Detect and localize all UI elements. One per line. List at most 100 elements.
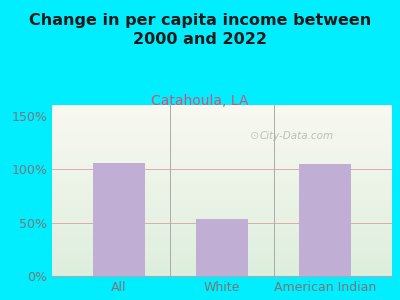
Bar xyxy=(52,107,392,108)
Bar xyxy=(52,188,392,189)
Bar xyxy=(52,131,392,132)
Bar xyxy=(52,154,392,155)
Bar xyxy=(52,153,392,154)
Bar xyxy=(52,124,392,125)
Bar xyxy=(52,185,392,186)
Bar xyxy=(52,220,392,221)
Bar xyxy=(52,167,392,168)
Bar xyxy=(52,274,392,275)
Bar xyxy=(52,226,392,227)
Text: Change in per capita income between
2000 and 2022: Change in per capita income between 2000… xyxy=(29,14,371,47)
Bar xyxy=(52,170,392,171)
Bar xyxy=(52,192,392,193)
Bar xyxy=(52,248,392,249)
Bar xyxy=(52,168,392,169)
Bar xyxy=(52,156,392,158)
Bar xyxy=(52,144,392,145)
Bar xyxy=(52,127,392,128)
Bar xyxy=(52,234,392,235)
Bar xyxy=(52,173,392,175)
Bar xyxy=(52,275,392,276)
Bar xyxy=(52,229,392,230)
Bar xyxy=(52,152,392,153)
Bar xyxy=(52,134,392,135)
Bar xyxy=(52,209,392,210)
Bar xyxy=(52,246,392,247)
Bar xyxy=(52,122,392,123)
Bar xyxy=(52,212,392,213)
Bar xyxy=(52,137,392,138)
Bar xyxy=(52,233,392,234)
Bar xyxy=(52,147,392,148)
Bar xyxy=(52,269,392,270)
Bar xyxy=(52,106,392,107)
Bar xyxy=(52,213,392,214)
Bar xyxy=(52,256,392,258)
Bar xyxy=(52,160,392,161)
Bar xyxy=(52,184,392,185)
Bar xyxy=(52,214,392,216)
Bar xyxy=(52,224,392,225)
Bar xyxy=(52,149,392,151)
Bar xyxy=(52,121,392,122)
Bar xyxy=(52,162,392,163)
Bar xyxy=(299,164,351,276)
Bar xyxy=(52,227,392,228)
Bar xyxy=(52,259,392,260)
Bar xyxy=(52,155,392,156)
Bar xyxy=(52,218,392,219)
Bar xyxy=(52,228,392,229)
Bar xyxy=(52,251,392,252)
Bar xyxy=(52,235,392,236)
Bar xyxy=(52,145,392,146)
Bar xyxy=(52,254,392,256)
Bar xyxy=(52,232,392,233)
Bar xyxy=(52,176,392,177)
Bar xyxy=(52,132,392,134)
Bar xyxy=(52,179,392,180)
Bar xyxy=(52,180,392,181)
Bar xyxy=(52,241,392,242)
Bar xyxy=(52,262,392,263)
Bar xyxy=(52,265,392,266)
Bar xyxy=(52,266,392,267)
Bar xyxy=(52,260,392,261)
Bar xyxy=(52,205,392,206)
Bar xyxy=(52,221,392,222)
Bar xyxy=(52,129,392,130)
Bar xyxy=(52,136,392,137)
Bar xyxy=(52,199,392,200)
Bar xyxy=(52,186,392,187)
Bar xyxy=(52,204,392,205)
Bar xyxy=(52,113,392,114)
Bar xyxy=(52,273,392,274)
Bar xyxy=(52,171,392,172)
Bar xyxy=(52,194,392,195)
Bar xyxy=(52,253,392,254)
Bar xyxy=(52,270,392,272)
Bar xyxy=(52,196,392,197)
Bar xyxy=(52,263,392,265)
Bar xyxy=(52,164,392,165)
Bar xyxy=(52,200,392,201)
Bar xyxy=(52,189,392,190)
Bar xyxy=(52,250,392,251)
Bar xyxy=(52,203,392,204)
Bar xyxy=(52,242,392,243)
Bar xyxy=(52,237,392,238)
Bar xyxy=(52,210,392,211)
Bar xyxy=(52,236,392,237)
Bar xyxy=(52,128,392,129)
Bar xyxy=(52,110,392,111)
Bar xyxy=(52,182,392,184)
Bar xyxy=(52,267,392,268)
Bar xyxy=(52,211,392,212)
Text: Catahoula, LA: Catahoula, LA xyxy=(151,94,249,109)
Bar xyxy=(52,187,392,188)
Bar xyxy=(52,230,392,232)
Bar xyxy=(52,175,392,176)
Bar xyxy=(52,120,392,121)
Bar xyxy=(52,201,392,202)
Text: City-Data.com: City-Data.com xyxy=(260,131,334,141)
Bar xyxy=(52,146,392,147)
